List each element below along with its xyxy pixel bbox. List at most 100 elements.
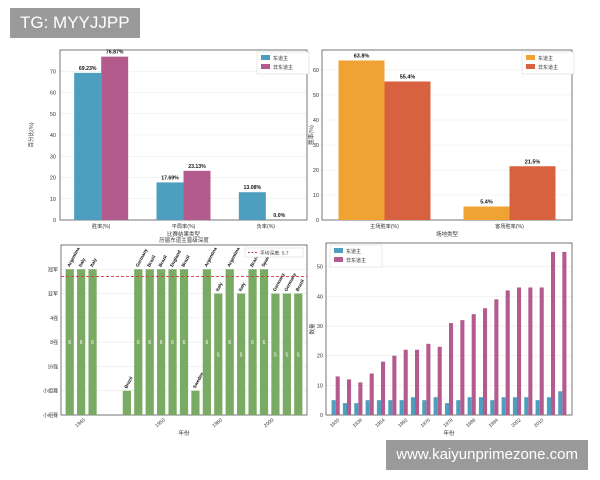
y-axis-label: 数量 [308, 323, 316, 335]
bar [551, 251, 556, 415]
legend-swatch [261, 55, 270, 60]
bar-inner-label: 5 [240, 352, 243, 358]
legend-label: 东道主 [538, 55, 553, 62]
x-tick-label: 负率(%) [257, 222, 276, 230]
legend-label: 平均深度: 5.7 [260, 250, 289, 257]
bar [335, 376, 340, 415]
bar [282, 293, 291, 415]
x-tick-label: 1954 [374, 417, 386, 429]
bar [478, 397, 483, 415]
bar-country-label: Brazil [180, 254, 190, 267]
bar [88, 269, 97, 415]
x-tick-label: 2002 [510, 417, 522, 429]
data-label: 69.23% [79, 66, 97, 72]
x-axis-label: 比赛结果类型 [167, 230, 201, 238]
bar [384, 81, 431, 220]
bar [191, 390, 200, 415]
y-tick-label: 30 [50, 154, 56, 160]
bar [202, 269, 211, 415]
y-tick-label: 60 [50, 91, 56, 97]
bar [248, 269, 257, 415]
bar [145, 269, 154, 415]
y-tick-label: 50 [50, 112, 56, 118]
bar [524, 397, 529, 415]
y-tick-label: 10 [50, 197, 56, 203]
y-tick-label: 10 [313, 193, 319, 199]
y-tick-label: 冠军 [48, 267, 58, 273]
bar [410, 397, 415, 415]
bar [490, 400, 495, 415]
bar [183, 170, 211, 220]
bar [449, 323, 454, 415]
y-tick-label: 50 [317, 265, 323, 271]
y-tick-label: 20 [50, 176, 56, 182]
bar [347, 379, 352, 415]
x-tick-label: 客场胜率(%) [495, 222, 524, 230]
x-tick-label: 1938 [352, 417, 364, 429]
x-axis-label: 场地类型 [436, 230, 459, 238]
y-axis-label: 胜率(%) [308, 125, 315, 145]
bar [238, 192, 266, 220]
bar [460, 320, 465, 415]
x-tick-label: 1978 [442, 417, 454, 429]
bar-inner-label: 6 [251, 340, 254, 346]
chart-host-vs-guest-results: 0 10 20 30 40 50 60 70 69.23% 76.87% 胜率(%) 17.69% 23… [27, 49, 310, 238]
bar [528, 287, 533, 415]
bar [225, 269, 234, 415]
bar-inner-label: 6 [137, 340, 140, 346]
y-tick-label: 40 [50, 133, 56, 139]
legend-label: 非东道主 [538, 64, 558, 71]
bar [403, 349, 408, 415]
bar [437, 346, 442, 415]
bar [271, 293, 280, 415]
bar [505, 290, 510, 415]
bar [392, 355, 397, 415]
bar [433, 397, 438, 415]
data-label: 17.69% [161, 175, 179, 181]
bar-inner-label: 6 [228, 340, 231, 346]
bar [369, 373, 374, 415]
bar [74, 72, 102, 220]
data-label: 76.87% [106, 50, 124, 56]
x-tick-label: 1986 [465, 417, 477, 429]
y-tick-label: 16强 [47, 364, 58, 370]
bar-country-label: Italy [78, 257, 87, 268]
legend-label: 东道主 [346, 248, 361, 255]
bar-country-label: Sweden [192, 371, 205, 389]
bar-inner-label: 6 [171, 340, 174, 346]
data-label: 55.4% [400, 75, 416, 81]
chart-title: 历届东道主晋级深度 [159, 236, 209, 244]
bar [456, 400, 461, 415]
x-axis-label: 年份 [443, 429, 455, 437]
data-label: 21.5% [525, 159, 541, 165]
legend-label: 非东道主 [273, 64, 293, 71]
bar [358, 382, 363, 415]
bar-country-label: Brazil [146, 254, 156, 267]
bar-inner-label: 6 [68, 340, 71, 346]
x-tick-label: 1940 [74, 417, 87, 429]
bar-inner-label: 5 [217, 352, 220, 358]
legend-box [244, 247, 304, 258]
y-tick-label: 40 [313, 118, 319, 124]
bar [342, 403, 347, 415]
bar [338, 60, 385, 220]
bar-inner-label: 6 [148, 340, 151, 346]
x-tick-label: 1962 [397, 417, 409, 429]
bar [134, 269, 143, 415]
data-label: 0.0% [273, 213, 285, 219]
bar [237, 293, 246, 415]
bar-inner-label: 5 [274, 352, 277, 358]
y-tick-label: 8强 [50, 340, 58, 346]
x-tick-label: 胜率(%) [92, 222, 111, 230]
bar [101, 56, 129, 221]
bar-inner-label: 6 [205, 340, 208, 346]
bar-country-label: Argentina [226, 246, 241, 268]
watermark-bottom-label: www.kaiyunprimezone.com [386, 440, 588, 470]
bar [463, 206, 510, 220]
x-tick-label: 1970 [420, 417, 432, 429]
y-tick-label: 亚军 [48, 292, 58, 298]
y-tick-label: 0 [316, 218, 319, 224]
y-axis-label: 百分比(%) [27, 122, 35, 147]
bar-inner-label: 5 [297, 352, 300, 358]
bar [156, 182, 184, 220]
